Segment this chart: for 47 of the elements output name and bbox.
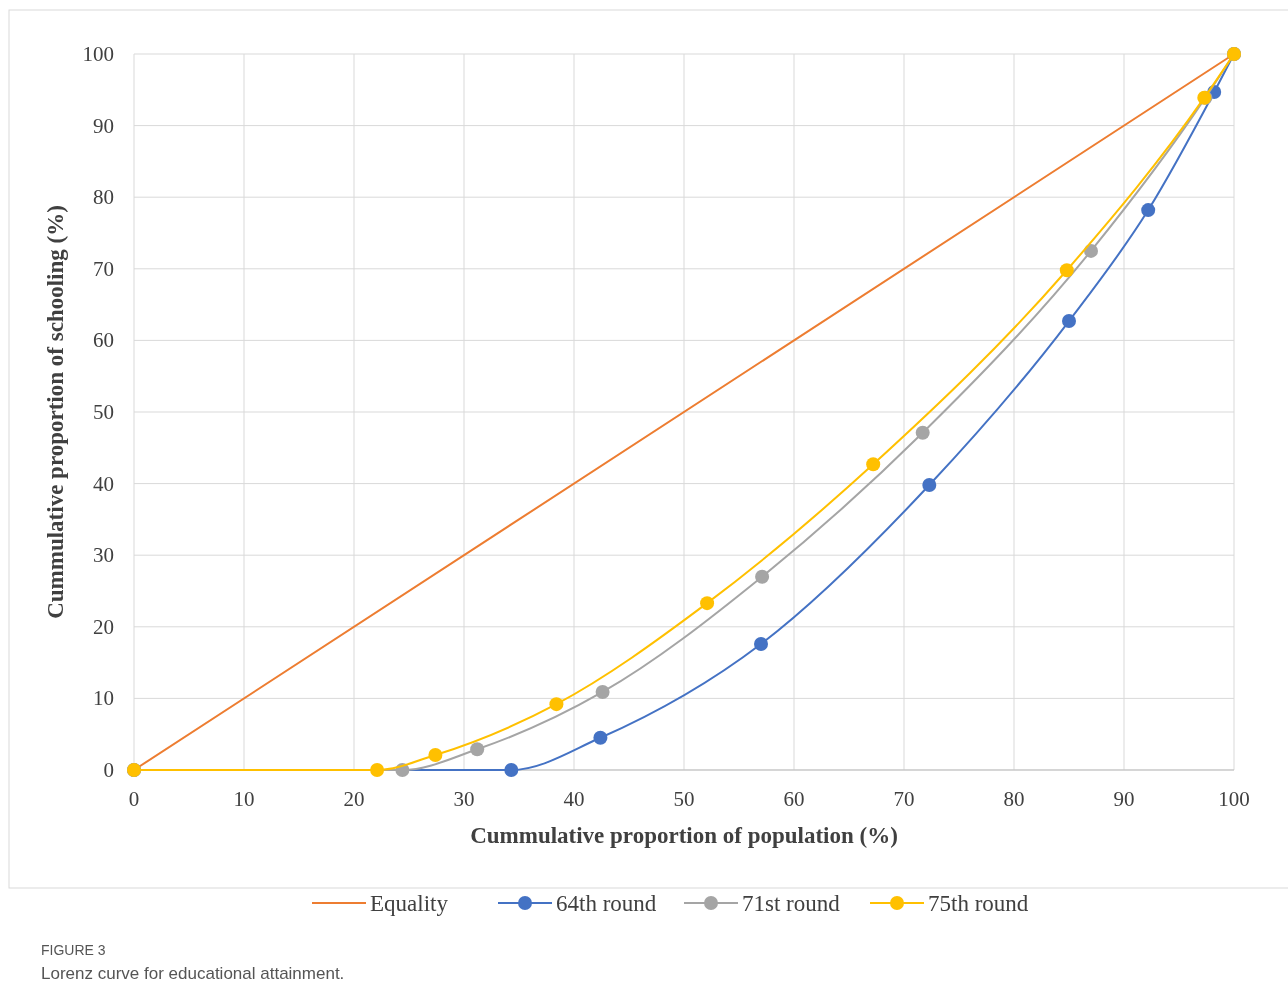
y-axis-title: Cummulative proportion of schooling (%)	[43, 205, 68, 619]
y-tick-label: 70	[93, 256, 114, 281]
point	[595, 684, 610, 699]
point	[755, 569, 770, 584]
x-tick-label: 60	[783, 787, 805, 811]
point	[470, 742, 485, 757]
x-tick-label: 40	[563, 787, 585, 811]
x-tick-label: 100	[1218, 787, 1250, 811]
point	[428, 747, 443, 762]
point	[504, 763, 519, 777]
x-tick-label: 30	[453, 787, 475, 811]
point	[593, 730, 608, 745]
y-tick-label: 40	[93, 471, 114, 496]
y-tick-label: 0	[103, 758, 114, 782]
y-tick-label: 10	[93, 686, 114, 711]
x-tick-label: 70	[893, 787, 915, 811]
x-tick-label: 20	[343, 787, 365, 811]
y-tick-label: 50	[93, 400, 114, 424]
point	[915, 425, 930, 440]
point	[754, 636, 768, 651]
y-tick-label: 100	[82, 42, 114, 66]
x-tick-label: 0	[128, 787, 140, 811]
x-tick-label: 50	[673, 787, 695, 811]
point	[370, 763, 385, 777]
point	[700, 596, 715, 611]
legend-label: 71st round	[742, 891, 841, 916]
legend-label: Equality	[370, 891, 449, 916]
point	[866, 457, 881, 472]
x-tick-label: 80	[1003, 787, 1025, 811]
x-tick-label: 10	[233, 787, 255, 811]
y-tick-label: 30	[93, 543, 114, 568]
point	[549, 697, 564, 712]
point	[1084, 243, 1098, 258]
legend-label: 75th round	[928, 891, 1029, 916]
text: Lorenz curve for educational attainment.	[41, 964, 345, 983]
y-tick-label: 20	[93, 614, 114, 639]
y-tick-label: 90	[93, 113, 114, 138]
point	[1141, 203, 1156, 218]
legend-label: 64th round	[556, 891, 657, 916]
caption: FIGURE 3	[41, 942, 106, 958]
y-tick-label: 60	[93, 328, 114, 353]
point	[1059, 263, 1074, 278]
point	[1062, 314, 1076, 329]
y-tick-label: 80	[93, 185, 114, 210]
x-axis-title: Cummulative proportion of population (%)	[470, 823, 898, 848]
x-tick-label: 90	[1113, 787, 1135, 811]
point	[922, 478, 937, 493]
